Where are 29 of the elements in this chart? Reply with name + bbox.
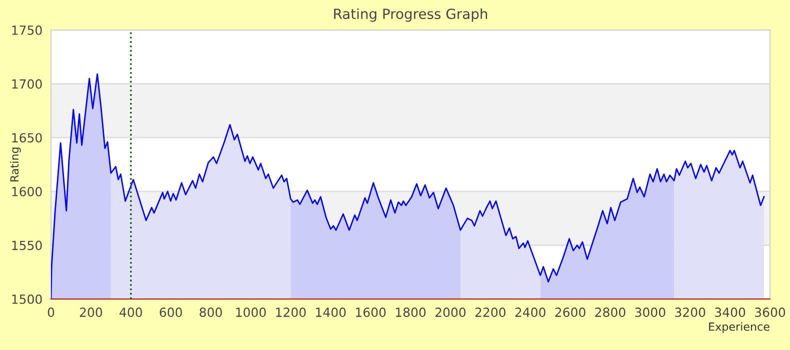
x-tick-label: 1400 <box>316 308 346 318</box>
chart-title: Rating Progress Graph <box>334 8 488 22</box>
x-axis-title: Experience <box>709 322 770 333</box>
x-tick-label: 400 <box>120 308 142 318</box>
x-tick-label: 800 <box>200 308 222 318</box>
x-tick-label: 0 <box>48 308 54 318</box>
x-tick-label: 3400 <box>715 308 746 318</box>
x-tick-label: 1200 <box>276 308 306 318</box>
y-tick-label: 1550 <box>12 240 42 250</box>
x-tick-label: 2800 <box>595 308 626 318</box>
x-tick-label: 1600 <box>356 308 386 318</box>
y-tick-label: 1600 <box>12 186 42 196</box>
y-axis-title: Rating <box>10 148 21 182</box>
y-tick-label: 1650 <box>12 133 42 143</box>
x-tick-label: 2200 <box>475 308 506 318</box>
y-tick-label: 1750 <box>12 25 42 35</box>
x-tick-label: 3000 <box>635 308 666 318</box>
y-tick-label: 1700 <box>12 79 42 89</box>
x-tick-label: 2600 <box>555 308 586 318</box>
y-tick-label: 1500 <box>12 294 42 304</box>
x-tick-label: 3200 <box>675 308 706 318</box>
x-tick-label: 200 <box>80 308 102 318</box>
x-tick-label: 600 <box>160 308 182 318</box>
x-tick-label: 3600 <box>755 308 786 318</box>
line-series <box>51 73 765 299</box>
x-tick-label: 2400 <box>515 308 546 318</box>
x-tick-label: 1800 <box>396 308 426 318</box>
x-tick-label: 1000 <box>236 308 266 318</box>
x-tick-label: 2000 <box>435 308 466 318</box>
